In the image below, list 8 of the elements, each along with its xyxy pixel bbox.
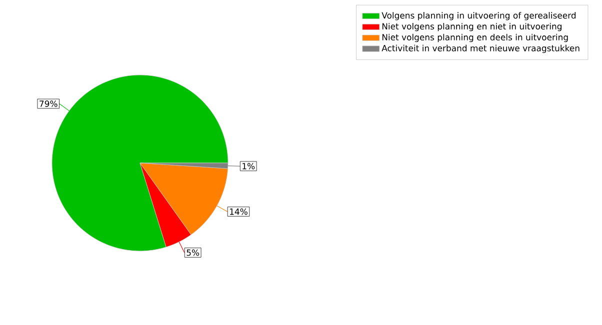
data-label: 79% xyxy=(40,100,58,107)
legend-label: Niet volgens planning en niet in uitvoering xyxy=(382,22,562,32)
data-label: 14% xyxy=(230,208,248,215)
data-label: 1% xyxy=(242,162,255,170)
legend-label: Volgens planning in uitvoering of gerealiseerd xyxy=(382,12,576,20)
legend-label: Niet volgens planning en deels in uitvoering xyxy=(382,34,568,42)
legend-label: Activiteit in verband met nieuwe vraagstukken xyxy=(382,44,580,53)
data-label: 5% xyxy=(186,249,200,256)
